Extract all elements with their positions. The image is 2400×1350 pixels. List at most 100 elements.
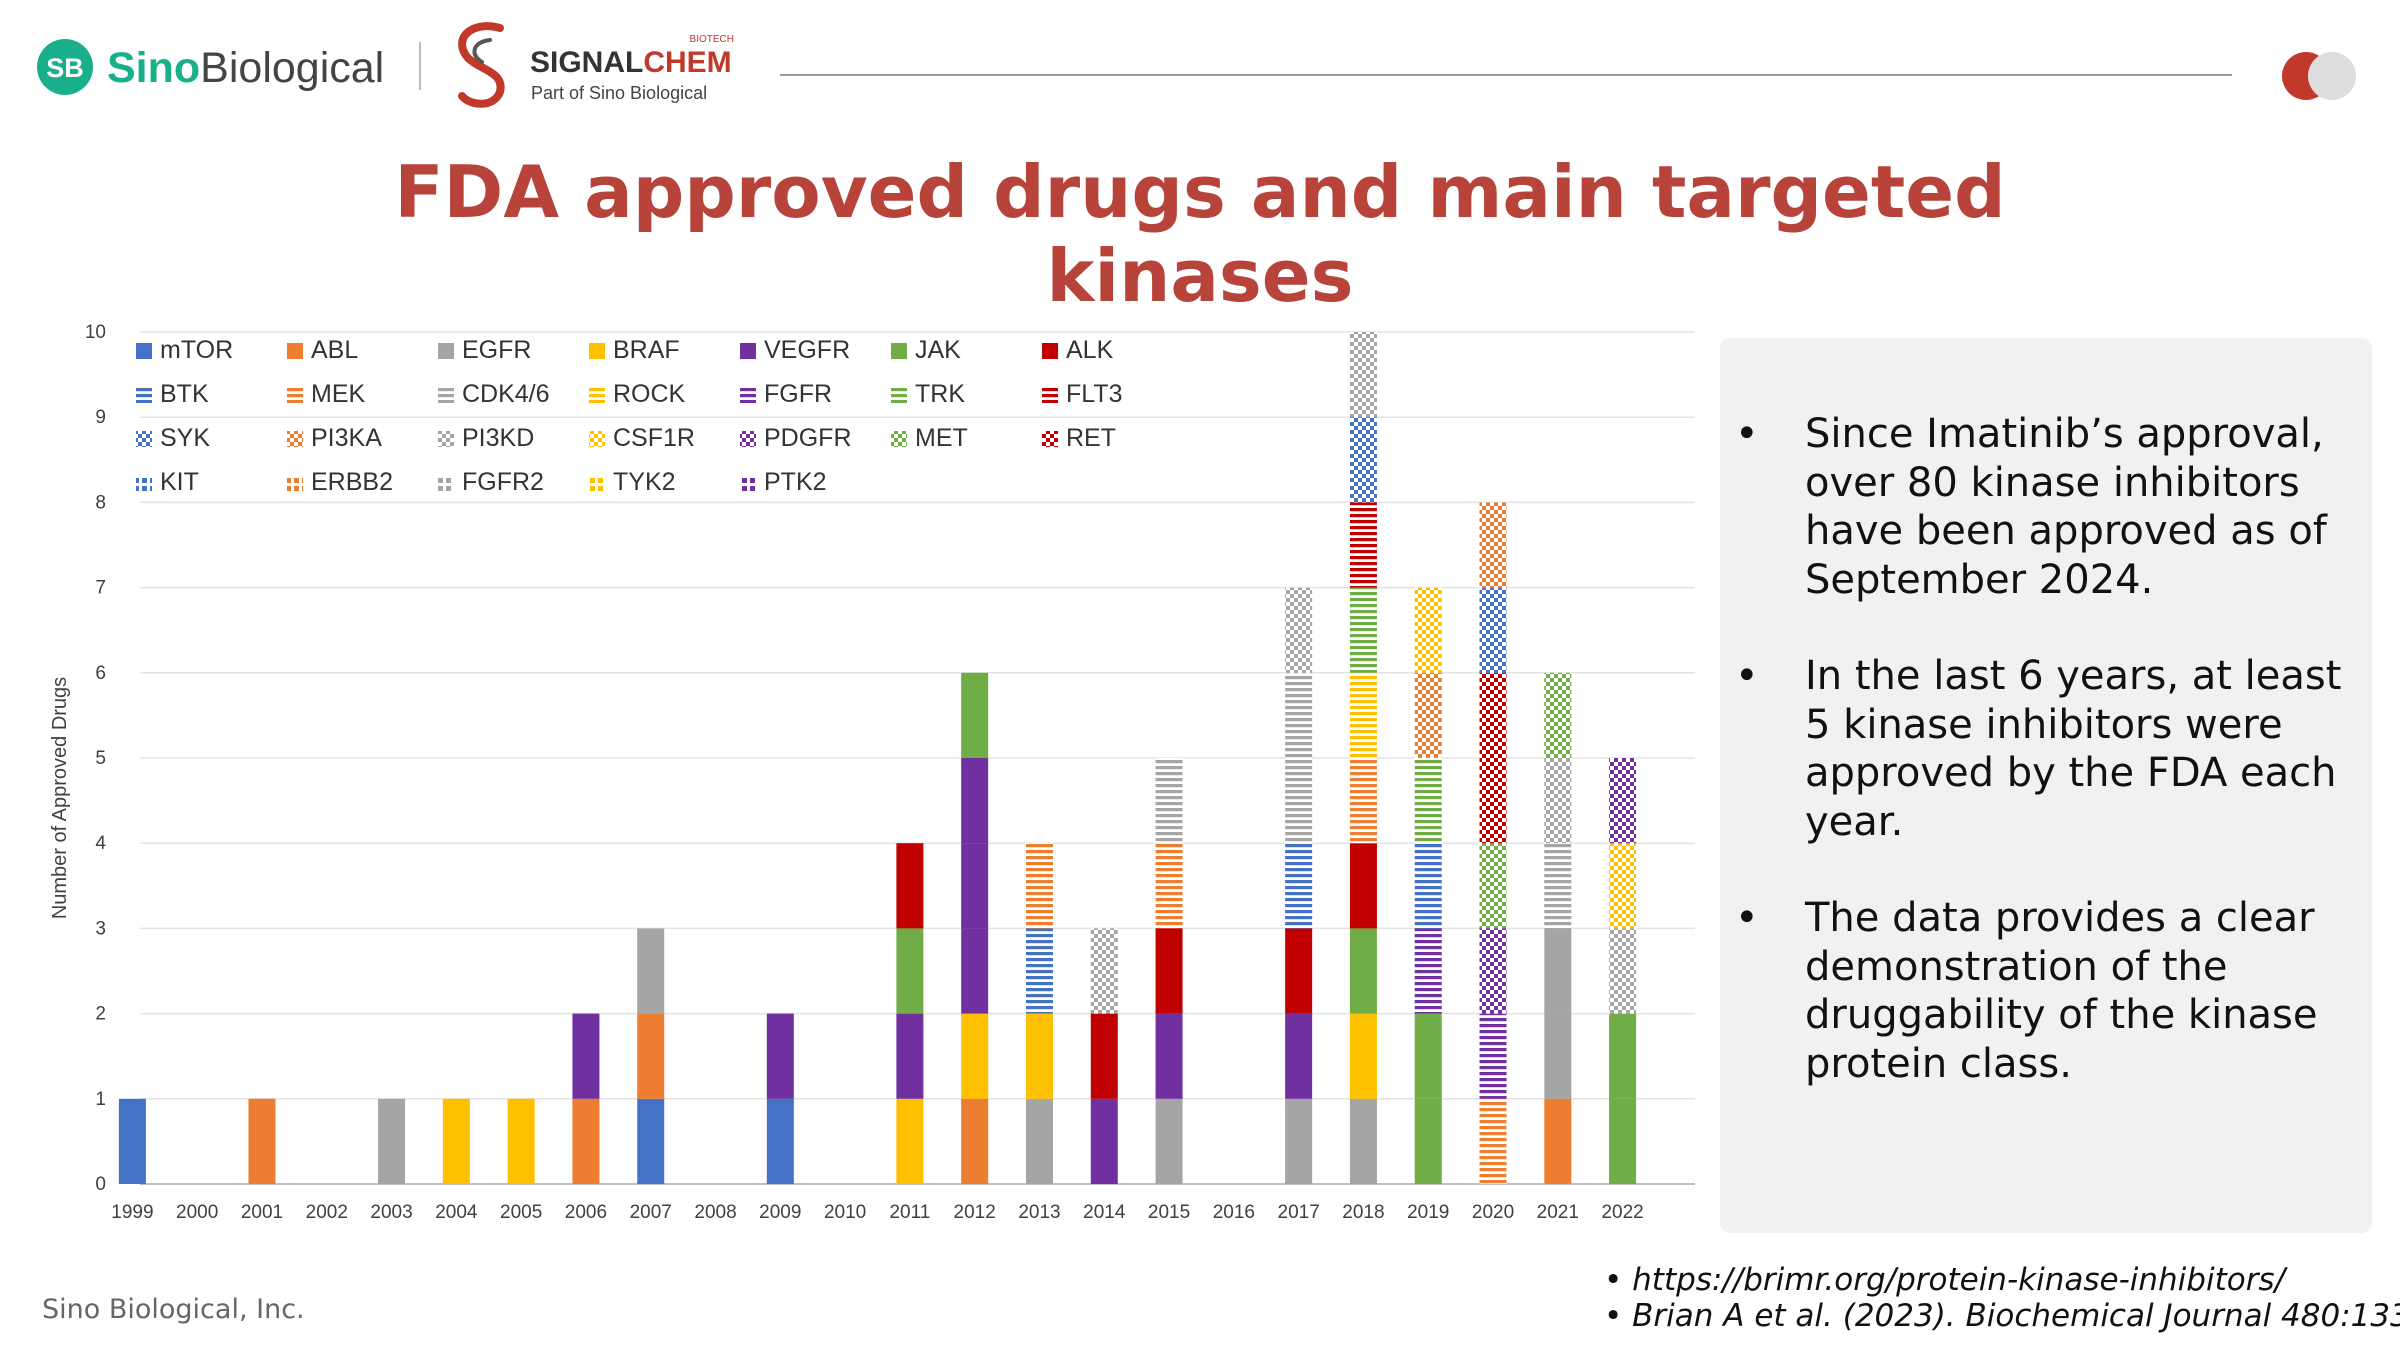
x-tick-label: 2003 [370, 1202, 412, 1223]
bar-segment-2017-cdk46 [1285, 672, 1313, 758]
bar-segment-2011-braf [896, 1098, 924, 1184]
legend-label: ROCK [613, 380, 686, 408]
bar-segment-2021-egfr [1544, 928, 1572, 1014]
legend-item-fgfr: FGFR [740, 380, 832, 408]
x-tick-label: 2013 [1018, 1202, 1060, 1223]
legend-swatch [740, 475, 756, 491]
legend-swatch [136, 431, 152, 447]
partner-name: SIGNALCHEM [530, 46, 732, 79]
legend-item-abl: ABL [287, 336, 358, 364]
legend-swatch [136, 343, 152, 359]
legend-item-fgfr2: FGFR2 [438, 468, 544, 496]
legend-item-syk: SYK [136, 424, 210, 452]
partner-tagline: Part of Sino Biological [531, 83, 707, 103]
bar-segment-2018-trk [1349, 587, 1377, 673]
bar-segment-2012-vegfr [961, 758, 989, 844]
signalchem-s-icon [458, 22, 505, 108]
legend-swatch [891, 431, 907, 447]
bar-segment-2017-cdk46 [1285, 758, 1313, 844]
bar-segment-2013-egfr [1025, 1098, 1053, 1184]
legend-label: MEK [311, 380, 366, 408]
bar-segment-2017-egfr [1285, 1098, 1313, 1184]
bullet-text: In the last 6 years, at least 5 kinase i… [1805, 652, 2365, 846]
bullets-panel: • Since Imatinib’s approval, over 80 kin… [1720, 338, 2372, 1233]
signalchem-s-shadow-icon [472, 38, 492, 64]
legend-swatch [287, 343, 303, 359]
bar-segment-2007-egfr [637, 928, 665, 1014]
legend-label: TRK [915, 380, 965, 408]
legend-swatch [438, 387, 454, 403]
bar-segment-2015-mek [1155, 843, 1183, 929]
legend-label: FGFR2 [462, 468, 544, 496]
bar-segment-2014-vegfr [1090, 1098, 1118, 1184]
legend-swatch [287, 431, 303, 447]
legend-item-erbb2: ERBB2 [287, 468, 393, 496]
axis-layer: 0 1 2 3 4 5 6 7 8 9 10 Number of Approved Drugs 1999… [49, 322, 1644, 1223]
y-axis-label: Number of Approved Drugs [49, 677, 71, 919]
page-title: FDA approved drugs and main targeted kin… [300, 150, 2100, 318]
x-tick-label: 2020 [1472, 1202, 1514, 1223]
bar-segment-2019-jak [1414, 1013, 1442, 1099]
sb-badge-icon [37, 39, 93, 95]
bar-segment-2011-jak [896, 928, 924, 1014]
legend-item-csf1r: CSF1R [589, 424, 695, 452]
bar-segment-2018-flt3 [1349, 502, 1377, 588]
bar-segment-2015-egfr [1155, 1098, 1183, 1184]
legend-item-mek: MEK [287, 380, 366, 408]
legend-label: CSF1R [613, 424, 695, 452]
legend-item-met: MET [891, 424, 968, 452]
legend-item-ptk2: PTK2 [740, 468, 827, 496]
bar-segment-2021-cdk46 [1544, 843, 1572, 929]
legend-swatch [589, 475, 605, 491]
bar-segment-2019-csf1r [1414, 587, 1442, 673]
sino-biological-logo[interactable]: SB SinoBiological [37, 39, 384, 95]
legend-swatch [438, 343, 454, 359]
bar-segment-2018-syk [1349, 417, 1377, 503]
legend-swatch [1042, 343, 1058, 359]
bar-segment-2012-vegfr [961, 928, 989, 1014]
bar-segment-2018-pi3kd [1349, 332, 1377, 418]
bar-segment-2017-btk [1285, 843, 1313, 929]
bar-segment-2018-jak [1349, 928, 1377, 1014]
x-tick-label: 2022 [1601, 1202, 1643, 1223]
signalchem-logo[interactable]: BIOTECH SIGNALCHEM Part of Sino Biologic… [458, 22, 734, 108]
reference-link[interactable]: • https://brimr.org/protein-kinase-inhib… [1604, 1262, 2286, 1298]
x-tick-label: 2014 [1083, 1202, 1126, 1223]
toggle-icon[interactable] [2282, 52, 2356, 100]
bar-segment-2018-rock [1349, 672, 1377, 758]
bullet-marker: • [1735, 653, 1759, 699]
y-tick-label: 9 [95, 407, 106, 428]
bar-segment-2013-mek [1025, 843, 1053, 929]
bar-segment-2017-alk [1285, 928, 1313, 1014]
bar-segment-2019-fgfr [1414, 928, 1442, 1014]
legend-swatch [438, 475, 454, 491]
legend-item-pi3ka: PI3KA [287, 424, 382, 452]
partner-name-chem: CHEM [643, 46, 731, 79]
brand-name: SinoBiological [107, 44, 384, 92]
x-tick-label: 1999 [111, 1202, 153, 1223]
legend-label: FGFR [764, 380, 832, 408]
bullet-line: The data provides a clear [1805, 895, 2315, 941]
legend-label: EGFR [462, 336, 531, 364]
bar-segment-2007-mtor [637, 1098, 665, 1184]
bar-segment-2017-vegfr [1285, 1013, 1313, 1099]
bar-segment-2020-pdgfr [1479, 928, 1507, 1014]
legend-item-flt3: FLT3 [1042, 380, 1123, 408]
reference-citation: • Brian A et al. (2023). Biochemical Jou… [1604, 1298, 2400, 1334]
bar-segment-2019-pi3ka [1414, 672, 1442, 758]
brand-name-biological: Biological [200, 44, 384, 92]
bar-segment-2006-abl [572, 1098, 600, 1184]
y-tick-label: 2 [95, 1004, 106, 1025]
legend-label: RET [1066, 424, 1116, 452]
legend-label: BRAF [613, 336, 680, 364]
legend-item-pdgfr: PDGFR [740, 424, 852, 452]
x-tick-label: 2005 [500, 1202, 542, 1223]
bar-segment-2022-pi3kd [1609, 928, 1637, 1014]
x-tick-label: 2021 [1537, 1202, 1579, 1223]
bar-segment-1999-mtor [118, 1098, 146, 1184]
legend-label: VEGFR [764, 336, 850, 364]
legend-swatch [1042, 431, 1058, 447]
bar-segment-2011-vegfr [896, 1013, 924, 1099]
y-tick-label: 3 [95, 918, 106, 939]
legend-item-rock: ROCK [589, 380, 686, 408]
